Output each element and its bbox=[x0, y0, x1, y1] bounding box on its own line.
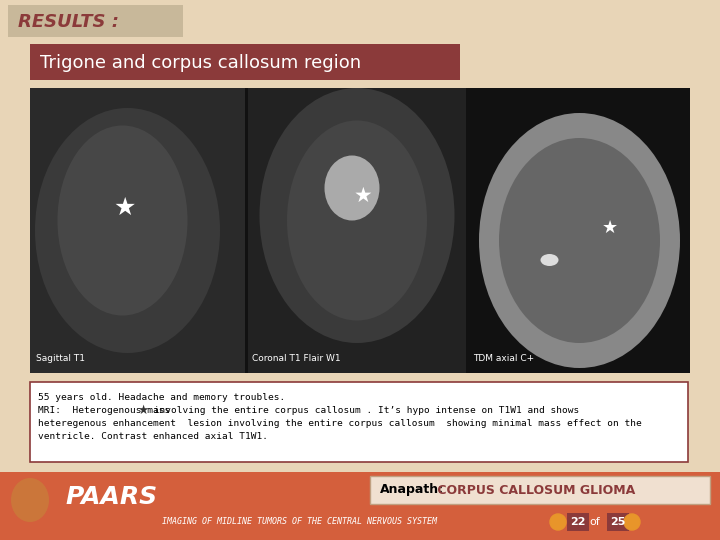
Bar bbox=[567, 513, 589, 531]
Text: ★: ★ bbox=[137, 404, 148, 417]
Text: Sagittal T1: Sagittal T1 bbox=[36, 354, 85, 363]
Ellipse shape bbox=[541, 254, 559, 266]
Text: Coronal T1 Flair W1: Coronal T1 Flair W1 bbox=[252, 354, 341, 363]
Ellipse shape bbox=[287, 120, 427, 321]
Text: heteregenous enhancement  lesion involving the entire corpus callosum  showing m: heteregenous enhancement lesion involvin… bbox=[38, 419, 642, 428]
Bar bbox=[607, 513, 629, 531]
Ellipse shape bbox=[479, 113, 680, 368]
Text: of: of bbox=[590, 517, 600, 527]
Bar bbox=[469, 88, 690, 373]
Text: involving the entire corpus callosum . It’s hypo intense on T1W1 and shows: involving the entire corpus callosum . I… bbox=[148, 406, 579, 415]
Text: RESULTS :: RESULTS : bbox=[18, 13, 119, 31]
Text: ventricle. Contrast enhanced axial T1W1.: ventricle. Contrast enhanced axial T1W1. bbox=[38, 432, 268, 441]
Text: ★: ★ bbox=[354, 186, 372, 206]
Bar bbox=[370, 476, 710, 504]
Text: MRI:  Heterogenous mass: MRI: Heterogenous mass bbox=[38, 406, 176, 415]
Bar bbox=[0, 472, 720, 540]
Text: ★: ★ bbox=[601, 219, 618, 237]
Ellipse shape bbox=[325, 156, 379, 220]
Text: 55 years old. Headache and memory troubles.: 55 years old. Headache and memory troubl… bbox=[38, 393, 285, 402]
Text: Anapath:: Anapath: bbox=[380, 483, 444, 496]
Ellipse shape bbox=[58, 125, 187, 315]
Text: TDM axial C+: TDM axial C+ bbox=[473, 354, 534, 363]
Ellipse shape bbox=[35, 108, 220, 353]
Text: CORPUS CALLOSUM GLIOMA: CORPUS CALLOSUM GLIOMA bbox=[433, 483, 635, 496]
Text: IMAGING OF MIDLINE TUMORS OF THE CENTRAL NERVOUS SYSTEM: IMAGING OF MIDLINE TUMORS OF THE CENTRAL… bbox=[163, 517, 438, 526]
Bar bbox=[30, 44, 460, 80]
Bar bbox=[30, 88, 690, 373]
Bar bbox=[8, 5, 183, 37]
Circle shape bbox=[624, 514, 640, 530]
Text: 22: 22 bbox=[570, 517, 586, 527]
Bar bbox=[30, 88, 245, 373]
Ellipse shape bbox=[259, 88, 454, 343]
Text: PAARS: PAARS bbox=[65, 485, 157, 509]
Circle shape bbox=[550, 514, 566, 530]
Text: 25: 25 bbox=[611, 517, 626, 527]
Ellipse shape bbox=[499, 138, 660, 343]
Ellipse shape bbox=[11, 478, 49, 522]
Bar bbox=[248, 88, 466, 373]
Bar bbox=[30, 382, 688, 462]
Text: ★: ★ bbox=[114, 196, 136, 220]
Text: Trigone and corpus callosum region: Trigone and corpus callosum region bbox=[40, 54, 361, 72]
